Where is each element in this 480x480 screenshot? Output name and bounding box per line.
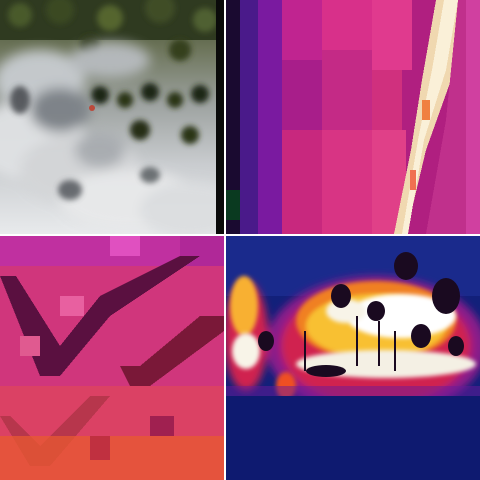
- thermal-closeup-image: [226, 0, 480, 234]
- smoke-forest-tile: [0, 0, 224, 234]
- thermal-wide-tile: [226, 236, 480, 480]
- thermal-wide-image: [226, 236, 480, 480]
- smoke-forest-image: [0, 0, 224, 234]
- thermal-closeup-tile: [226, 0, 480, 234]
- thermal-zoomed-tile: [0, 236, 224, 480]
- thermal-zoomed-image: [0, 236, 224, 480]
